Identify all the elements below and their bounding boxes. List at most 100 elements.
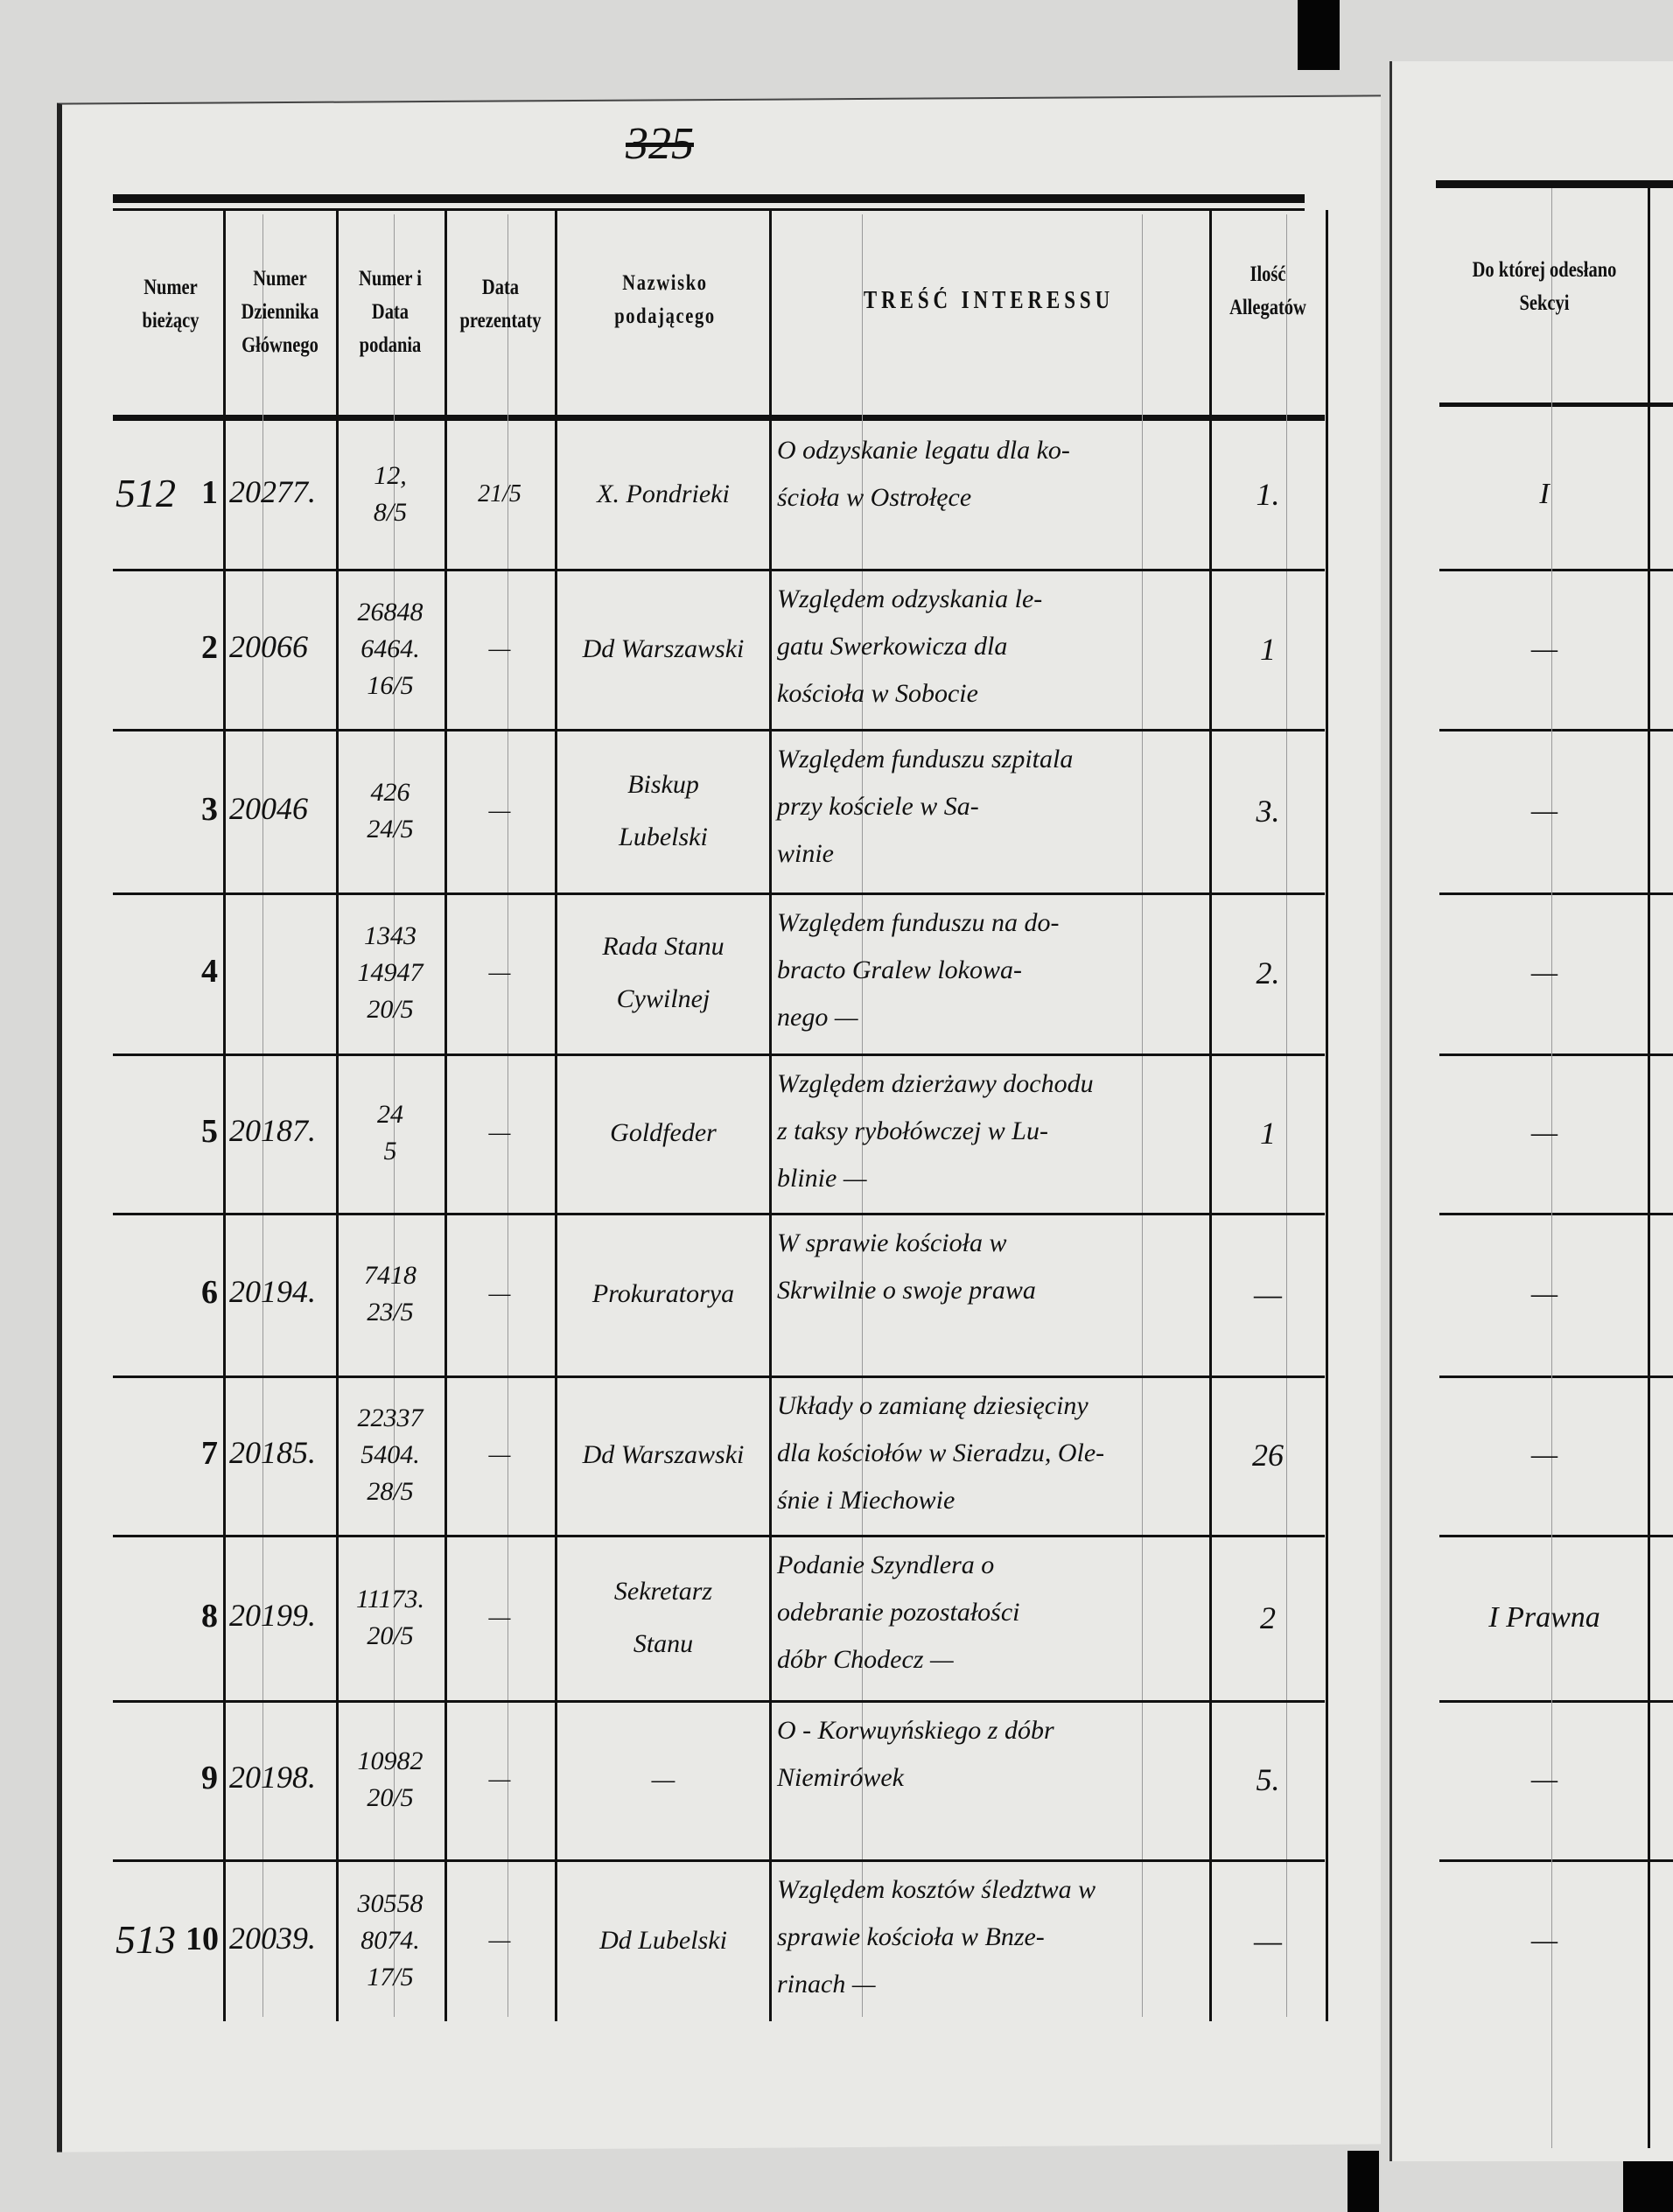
subject-line: Względem dzierżawy dochodu bbox=[777, 1069, 1094, 1098]
row-rule bbox=[1439, 569, 1673, 571]
section-sent-to: I Prawna bbox=[1488, 1600, 1600, 1634]
submission-line: 28/5 bbox=[367, 1477, 414, 1506]
submitter-line: Dd Warszawski bbox=[582, 1440, 745, 1469]
subject-line: Układy o zamianę dziesięciny bbox=[777, 1391, 1088, 1420]
top-rule bbox=[113, 194, 1305, 203]
section-sent-to: — bbox=[1530, 1438, 1558, 1471]
subject-text: W sprawie kościoła w Skrwilnie o swoje pr… bbox=[777, 1220, 1206, 1314]
submission-line: 8/5 bbox=[373, 498, 408, 527]
right-column-line bbox=[1648, 188, 1650, 2148]
subject-line: odebranie pozostałości bbox=[777, 1598, 1020, 1627]
subject-line: śnie i Miechowie bbox=[777, 1486, 956, 1515]
subject-text: Podanie Szyndlera o odebranie pozostałośc… bbox=[777, 1542, 1206, 1684]
submitter-line: Sekretarz bbox=[613, 1576, 713, 1606]
row-rule bbox=[113, 729, 1325, 732]
subject-line: dóbr Chodecz — bbox=[777, 1645, 954, 1674]
subject-line: nego — bbox=[777, 1003, 858, 1032]
submission-line: 10982 bbox=[357, 1746, 424, 1775]
row-number: 1 bbox=[201, 474, 218, 511]
subject-line: O - Korwuyńskiego z dóbr bbox=[777, 1716, 1054, 1745]
row-rule bbox=[113, 1535, 1325, 1537]
submission-line: 22337 bbox=[357, 1404, 424, 1432]
submitter-name: Rada Stanu Cywilnej bbox=[560, 892, 766, 1054]
row-rule bbox=[113, 1376, 1325, 1378]
subject-line: rinach — bbox=[777, 1970, 876, 1998]
margin-number: 512 bbox=[116, 471, 176, 515]
row-rule bbox=[1439, 1859, 1673, 1862]
submitter-line: — bbox=[651, 1765, 676, 1794]
subject-line: Względem funduszu na do- bbox=[777, 908, 1060, 937]
submission-line: 14947 bbox=[357, 958, 424, 987]
submitter-name: Prokuratorya bbox=[560, 1213, 766, 1376]
subject-line: Niemirówek bbox=[777, 1763, 904, 1792]
top-rule-thin bbox=[113, 208, 1305, 211]
subject-text: Względem odzyskania le-gatu Swerkowicza … bbox=[777, 576, 1206, 718]
row-rule bbox=[1439, 1054, 1673, 1056]
row-rule bbox=[113, 892, 1325, 895]
row-number: 9 bbox=[201, 1760, 218, 1796]
section-sent-to: — bbox=[1530, 1763, 1558, 1796]
header-nazwisko: Nazwisko podającego bbox=[614, 271, 716, 328]
subject-text: O - Korwuyńskiego z dóbr Niemirówek bbox=[777, 1707, 1206, 1802]
scan-border bbox=[1298, 0, 1340, 70]
attachments-count: 1 bbox=[1260, 1116, 1276, 1151]
column-line bbox=[1326, 210, 1328, 2021]
header-data-prezentaty: Data prezentaty bbox=[459, 276, 542, 332]
submission-line: 24/5 bbox=[367, 814, 414, 844]
journal-number: 20198. bbox=[229, 1760, 316, 1795]
submission-number-date: 11173. 20/5 bbox=[338, 1535, 443, 1700]
subject-line: Względem odzyskania le- bbox=[777, 584, 1043, 613]
submitter-name: Goldfeder bbox=[560, 1054, 766, 1213]
submission-number-date: 1343 14947 20/5 bbox=[338, 892, 443, 1054]
attachments-count: 26 bbox=[1252, 1438, 1284, 1473]
section-sent-to: — bbox=[1530, 956, 1558, 989]
submission-number-date: 26848 6464. 16/5 bbox=[338, 569, 443, 729]
subject-line: Skrwilnie o swoje prawa bbox=[777, 1276, 1036, 1305]
row-number: 3 bbox=[201, 790, 218, 828]
submission-line: 24 bbox=[377, 1100, 403, 1129]
subject-line: ścioła w Ostrołęce bbox=[777, 483, 972, 512]
section-sent-to: — bbox=[1530, 794, 1558, 827]
submission-line: 30558 bbox=[357, 1888, 424, 1918]
presentation-date: — bbox=[488, 1119, 511, 1146]
row-rule bbox=[113, 569, 1325, 571]
row-rule bbox=[113, 1054, 1325, 1056]
submitter-line: Stanu bbox=[633, 1628, 694, 1658]
journal-number: 20187. bbox=[229, 1113, 316, 1148]
right-top-rule bbox=[1436, 180, 1673, 188]
submission-line: 8074. bbox=[360, 1925, 420, 1955]
row-rule bbox=[113, 1213, 1325, 1215]
submitter-line: Prokuratorya bbox=[592, 1279, 735, 1308]
journal-number: 20039. bbox=[229, 1920, 316, 1956]
header-bottom-rule bbox=[113, 415, 1325, 421]
row-rule bbox=[1439, 1213, 1673, 1215]
section-sent-to: — bbox=[1530, 1923, 1558, 1956]
journal-number: 20277. bbox=[229, 474, 316, 509]
presentation-date: — bbox=[488, 1280, 511, 1307]
row-number: 2 bbox=[201, 628, 218, 666]
submitter-name: Sekretarz Stanu bbox=[560, 1535, 766, 1700]
submitter-name: — bbox=[560, 1700, 766, 1859]
submitter-line: Cywilnej bbox=[616, 984, 710, 1013]
submission-line: 426 bbox=[370, 777, 410, 807]
page-number: 325 bbox=[626, 119, 694, 169]
submitter-name: Dd Lubelski bbox=[560, 1859, 766, 2021]
header-numer-biezacy: Numer bieżący bbox=[142, 276, 200, 332]
column-line bbox=[555, 210, 557, 2021]
subject-text: Względem funduszu szpitala przy kościele … bbox=[777, 736, 1206, 878]
submitter-name: Biskup Lubelski bbox=[560, 729, 766, 892]
presentation-date: — bbox=[488, 1766, 511, 1793]
submission-number-date: 24 5 bbox=[338, 1054, 443, 1213]
journal-number: 20199. bbox=[229, 1597, 316, 1633]
attachments-count: — bbox=[1253, 1922, 1282, 1958]
row-number: 7 bbox=[201, 1435, 218, 1472]
submission-line: 20/5 bbox=[367, 1620, 414, 1650]
header-sekcja: Do której odesłano Sekcyi bbox=[1472, 258, 1617, 315]
right-thin-rule bbox=[1551, 188, 1552, 2148]
attachments-count: 3. bbox=[1256, 793, 1280, 829]
attachments-count: 2. bbox=[1256, 956, 1280, 990]
submission-number-date: 30558 8074. 17/5 bbox=[338, 1859, 443, 2021]
submission-line: 12, bbox=[374, 461, 407, 490]
submission-number-date: 12, 8/5 bbox=[338, 420, 443, 569]
submitter-line: Biskup bbox=[627, 769, 699, 799]
